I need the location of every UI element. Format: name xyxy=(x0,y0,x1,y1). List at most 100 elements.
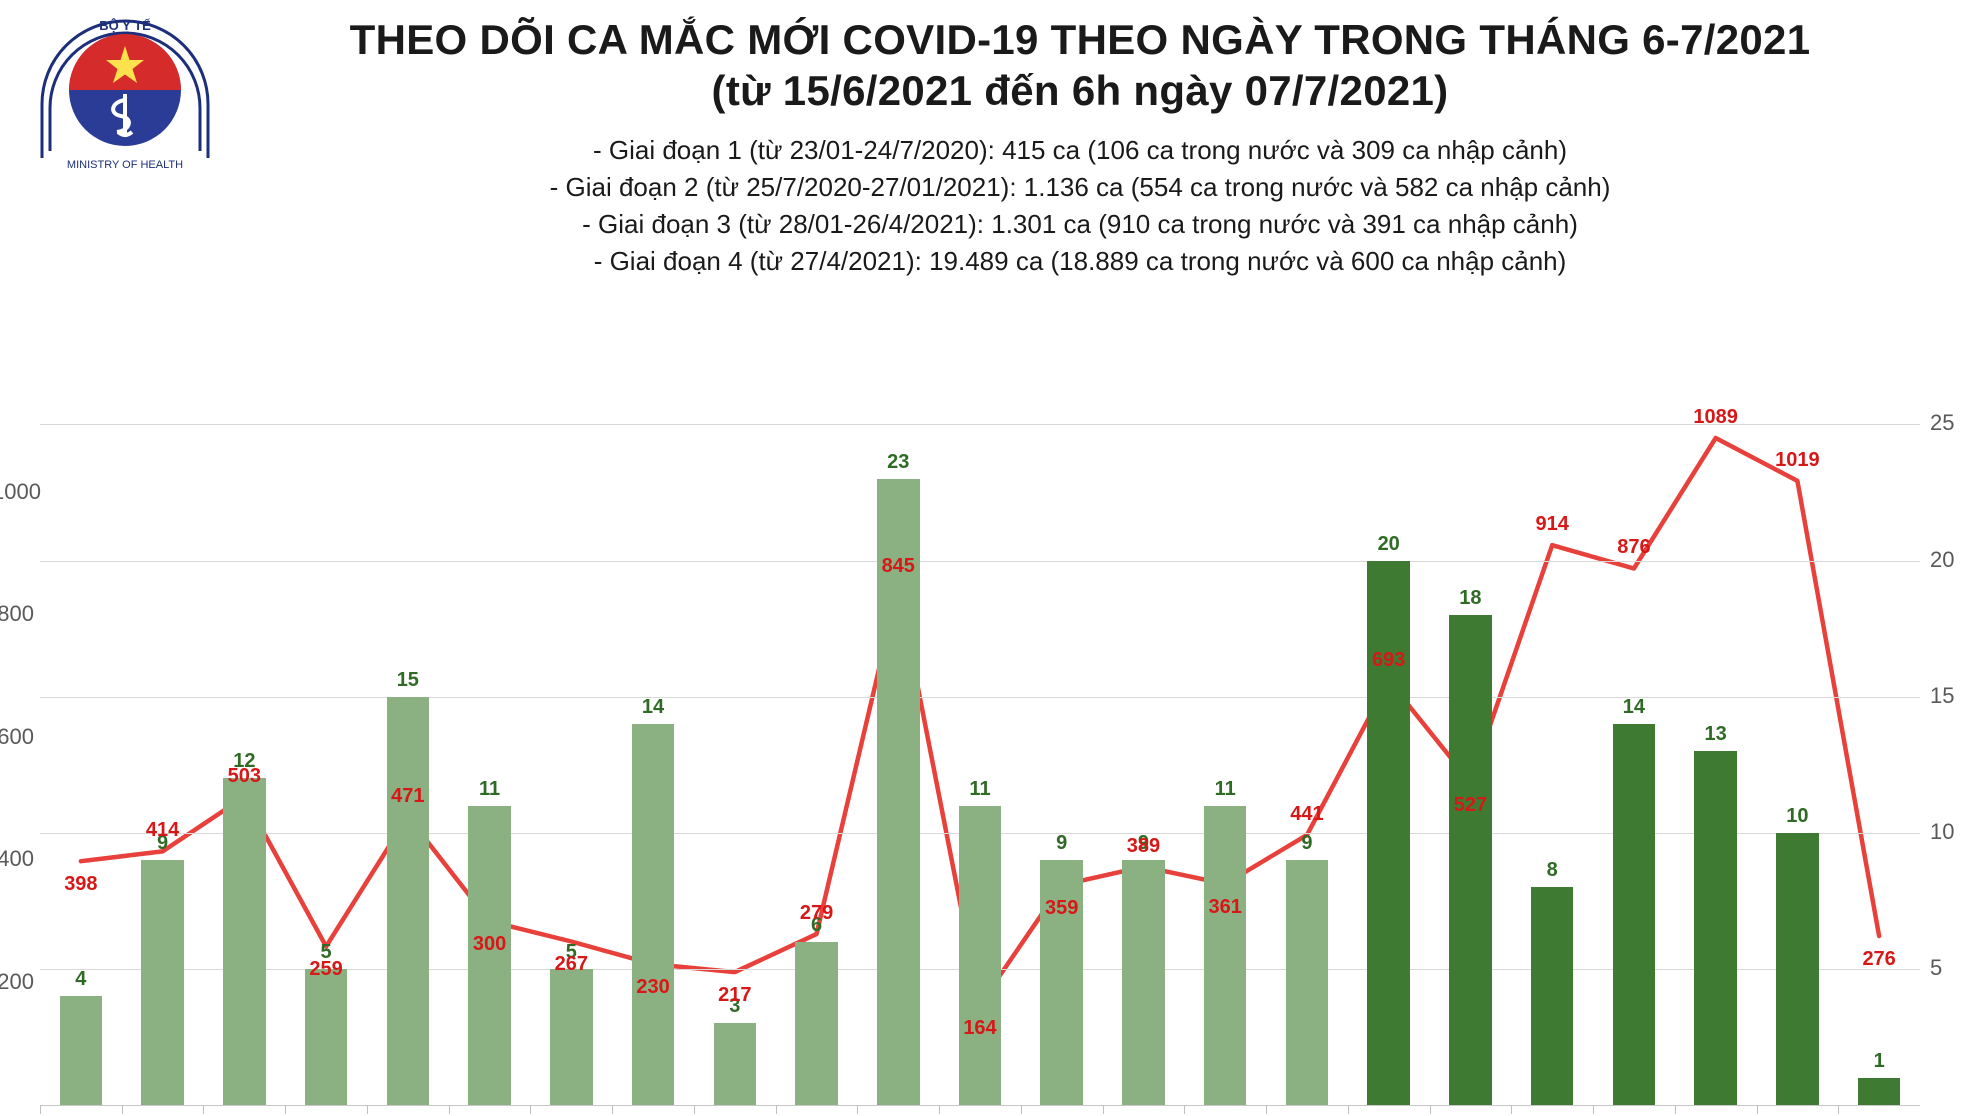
bar-value-label: 14 xyxy=(1622,695,1646,718)
note-line-3: - Giai đoạn 3 (từ 28/01-26/4/2021): 1.30… xyxy=(582,209,1578,240)
bar xyxy=(386,696,430,1105)
bar-value-label: 11 xyxy=(1214,777,1236,800)
bar-value-label: 23 xyxy=(887,450,910,473)
chart-title-line-1: THEO DÕI CA MẮC MỚI COVID-19 THEO NGÀY T… xyxy=(349,16,1811,63)
line-value-label: 230 xyxy=(636,976,670,999)
x-axis-tick xyxy=(1184,1105,1186,1114)
x-axis-tick xyxy=(612,1105,614,1114)
x-axis-baseline xyxy=(40,1105,1920,1106)
bar-value-label: 5 xyxy=(565,940,577,963)
line-value-label: 503 xyxy=(227,764,262,787)
x-axis-tick xyxy=(1347,1105,1349,1114)
bar-value-label: 8 xyxy=(1546,859,1558,882)
bar-value-label: 9 xyxy=(1056,832,1068,854)
gridline xyxy=(40,424,1920,426)
bar-value-label: 1 xyxy=(1873,1049,1885,1072)
line-value-label: 276 xyxy=(1862,947,1896,970)
svg-text:BỘ Y TẾ: BỘ Y TẾ xyxy=(99,18,151,33)
bar-value-label: 11 xyxy=(478,777,501,800)
line-value-label: 164 xyxy=(963,1016,997,1039)
gridline xyxy=(40,696,1920,698)
x-axis-tick xyxy=(1102,1105,1104,1114)
bar-value-label: 13 xyxy=(1704,723,1727,746)
x-axis-tick xyxy=(857,1105,859,1114)
chart-header: BỘ Y TẾ MINISTRY OF HEALTH THEO DÕI CA M… xyxy=(0,0,1984,330)
line-value-label: 471 xyxy=(391,784,425,807)
y-axis-right-tick: 10 xyxy=(1930,818,1955,844)
note-line-4: - Giai đoạn 4 (từ 27/4/2021): 19.489 ca … xyxy=(593,246,1567,277)
bar-value-label: 9 xyxy=(1301,832,1313,854)
y-axis-left-tick: 600 xyxy=(0,723,34,749)
bar xyxy=(631,723,675,1105)
line-value-label: 693 xyxy=(1372,648,1406,671)
bar-value-label: 11 xyxy=(969,777,991,800)
x-axis-tick xyxy=(203,1105,205,1114)
x-axis-tick xyxy=(448,1105,450,1114)
bar xyxy=(877,478,920,1105)
bar xyxy=(304,968,348,1105)
x-axis-tick xyxy=(1266,1105,1268,1114)
y-axis-right-tick: 25 xyxy=(1930,410,1955,436)
bar xyxy=(795,941,838,1105)
y-axis-left-tick: 400 xyxy=(0,846,34,871)
bar-value-label: 4 xyxy=(75,968,87,991)
x-axis-tick xyxy=(775,1105,777,1114)
bar xyxy=(1122,860,1165,1105)
x-axis-tick xyxy=(366,1105,368,1114)
ministry-of-health-logo: BỘ Y TẾ MINISTRY OF HEALTH xyxy=(30,8,220,188)
line-value-label: 398 xyxy=(64,873,98,896)
x-axis-tick xyxy=(530,1105,532,1114)
y-axis-right-tick: 20 xyxy=(1930,546,1955,572)
y-axis-left-tick: 800 xyxy=(0,601,34,626)
bar xyxy=(713,1023,757,1105)
note-line-2: - Giai đoạn 2 (từ 25/7/2020-27/01/2021):… xyxy=(549,172,1611,203)
line-value-label: 259 xyxy=(309,958,343,981)
line-value-label: 441 xyxy=(1290,802,1324,825)
plot-region: 5101520252004006008001000491251511514362… xyxy=(0,370,1954,1114)
x-axis-tick xyxy=(1429,1105,1431,1114)
notes-list: - Giai đoạn 1 (từ 23/01-24/7/2020): 415 … xyxy=(230,132,1930,280)
bar-value-label: 12 xyxy=(233,750,256,773)
y-axis-left-tick: 1000 xyxy=(0,478,41,504)
x-axis-tick xyxy=(1756,1105,1758,1114)
line-value-label: 279 xyxy=(799,902,834,925)
bar xyxy=(141,860,184,1105)
bar-value-label: 5 xyxy=(320,940,332,963)
x-axis-tick xyxy=(1511,1105,1513,1114)
bar-value-label: 15 xyxy=(396,668,419,691)
bar xyxy=(1857,1077,1901,1105)
bar-value-label: 14 xyxy=(641,695,665,718)
line-value-label: 845 xyxy=(881,555,915,578)
line-value-label: 389 xyxy=(1126,834,1161,857)
bar xyxy=(1449,615,1492,1105)
title-block: THEO DÕI CA MẮC MỚI COVID-19 THEO NGÀY T… xyxy=(230,14,1930,280)
bar-value-label: 9 xyxy=(1137,832,1150,854)
bar xyxy=(1367,560,1410,1105)
note-line-1: - Giai đoạn 1 (từ 23/01-24/7/2020): 415 … xyxy=(592,135,1568,166)
line-value-label: 914 xyxy=(1535,513,1569,536)
chart-title-line-2: (từ 15/6/2021 đến 6h ngày 07/7/2021) xyxy=(711,67,1449,115)
y-axis-right-tick: 15 xyxy=(1930,682,1955,708)
line-value-label: 217 xyxy=(718,984,752,1007)
bar-value-label: 9 xyxy=(157,832,169,854)
x-axis-tick xyxy=(693,1105,695,1114)
x-axis-tick xyxy=(1838,1105,1840,1114)
x-axis-tick xyxy=(1593,1105,1595,1114)
y-axis-left-tick: 200 xyxy=(0,968,34,994)
bar-value-label: 20 xyxy=(1377,532,1400,555)
bar-value-label: 6 xyxy=(810,913,823,936)
x-axis-tick xyxy=(939,1105,941,1114)
bar-value-label: 10 xyxy=(1786,804,1809,827)
bar xyxy=(1776,832,1819,1105)
bar xyxy=(550,968,593,1105)
bar xyxy=(1612,723,1656,1105)
line-value-label: 876 xyxy=(1617,536,1651,559)
chart-area: 5101520252004006008001000491251511514362… xyxy=(0,330,1984,1116)
bar xyxy=(59,996,103,1105)
svg-text:MINISTRY OF HEALTH: MINISTRY OF HEALTH xyxy=(67,159,183,171)
x-axis-tick xyxy=(40,1105,41,1114)
bar xyxy=(468,805,511,1105)
bar-value-label: 3 xyxy=(729,995,741,1018)
line-value-label: 527 xyxy=(1453,794,1488,817)
bar xyxy=(223,778,266,1105)
